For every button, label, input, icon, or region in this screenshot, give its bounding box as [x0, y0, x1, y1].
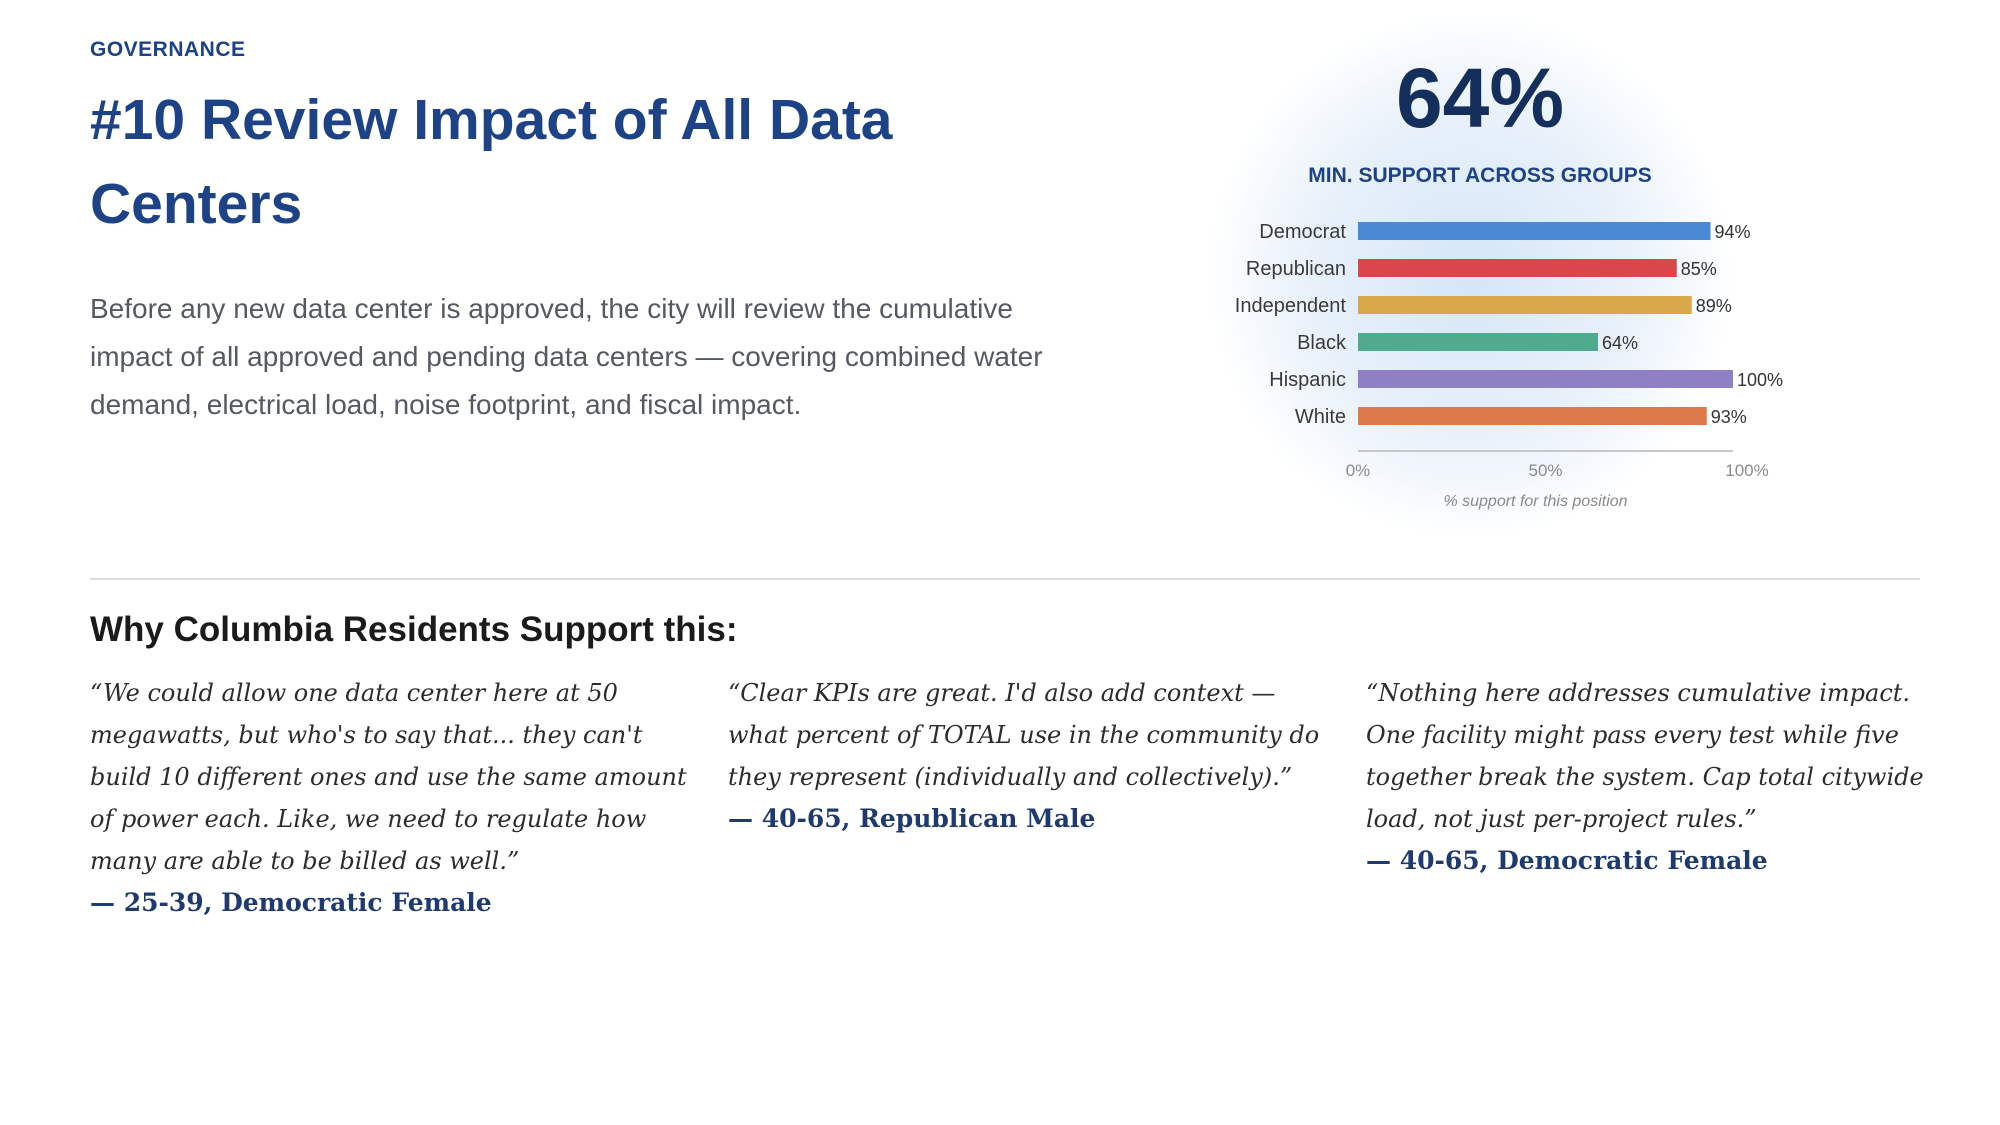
category-label: Hispanic: [1269, 369, 1346, 391]
x-axis-label: % support for this position: [1443, 493, 1627, 510]
bar-republican: [1358, 259, 1677, 277]
value-label: 89%: [1696, 296, 1732, 316]
quote-attribution: — 40-65, Democratic Female: [1366, 846, 1768, 875]
x-tick-label: 0%: [1346, 461, 1371, 480]
quote-text: “Nothing here addresses cumulative impac…: [1366, 679, 1924, 833]
quote-card-3: “Nothing here addresses cumulative impac…: [1366, 672, 1966, 882]
quote-attribution: — 40-65, Republican Male: [728, 804, 1096, 833]
support-bar-chart: Democrat 94% Republican 85% Independent 89% Bl…: [1235, 221, 1783, 510]
category-label: Independent: [1235, 295, 1347, 317]
value-label: 64%: [1602, 333, 1638, 353]
bar-white: [1358, 407, 1707, 425]
value-label: 94%: [1715, 222, 1751, 242]
quote-attribution: — 25-39, Democratic Female: [90, 888, 492, 917]
value-label: 85%: [1681, 259, 1717, 279]
quote-text: “Clear KPIs are great. I'd also add cont…: [728, 679, 1320, 791]
bar-independent: [1358, 296, 1692, 314]
value-label: 93%: [1711, 407, 1747, 427]
x-tick-label: 100%: [1725, 461, 1768, 480]
category-label: GOVERNANCE: [90, 38, 246, 61]
quote-text: “We could allow one data center here at …: [90, 679, 687, 875]
quote-card-2: “Clear KPIs are great. I'd also add cont…: [728, 672, 1328, 840]
x-tick-label: 50%: [1528, 461, 1562, 480]
value-label: 100%: [1737, 370, 1783, 390]
section-heading: Why Columbia Residents Support this:: [90, 610, 738, 649]
min-support-value: 64%: [1395, 51, 1565, 145]
category-label: Black: [1297, 332, 1347, 354]
category-label: White: [1295, 406, 1346, 428]
category-label: Republican: [1246, 258, 1346, 280]
bar-democrat: [1358, 222, 1711, 240]
min-support-caption: MIN. SUPPORT ACROSS GROUPS: [1308, 164, 1652, 187]
section-divider: [90, 578, 1920, 580]
quote-card-1: “We could allow one data center here at …: [90, 672, 690, 924]
category-label: Democrat: [1259, 221, 1346, 243]
page-title: #10 Review Impact of All Data Centers: [90, 88, 893, 236]
lead-paragraph: Before any new data center is approved, …: [90, 293, 1043, 420]
bar-black: [1358, 333, 1598, 351]
bar-hispanic: [1358, 370, 1733, 388]
